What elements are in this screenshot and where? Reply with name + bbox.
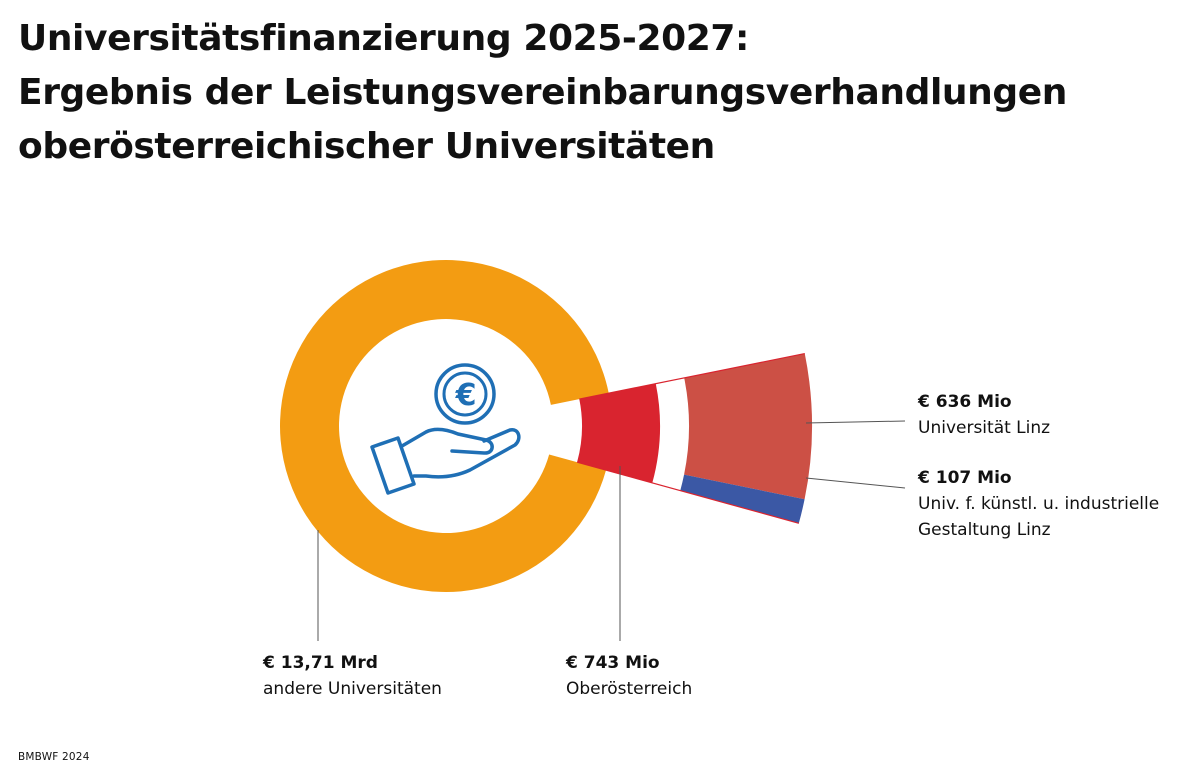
- name-kunstuniversitaet-line-2: Gestaltung Linz: [918, 520, 1051, 540]
- title-line-3: oberösterreichischer Universitäten: [18, 126, 715, 167]
- slice-kunstuniversitaet-linz: [680, 474, 805, 524]
- wedge-edge-top: [579, 352, 805, 400]
- label-universitaet-linz: € 636 Mio Universität Linz: [918, 389, 1050, 441]
- name-andere-universitaeten: andere Universitäten: [263, 679, 442, 699]
- chart-title: Universitätsfinanzierung 2025-2027: Erge…: [18, 12, 1067, 174]
- slice-universitaet-linz: [684, 353, 812, 500]
- value-kunstuniversitaet-linz: € 107 Mio: [918, 468, 1012, 488]
- name-kunstuniversitaet-line-1: Univ. f. künstl. u. industrielle: [918, 494, 1160, 514]
- slice-oberoesterreich: [577, 383, 661, 483]
- source-credit: BMBWF 2024: [18, 751, 90, 763]
- svg-text:€: €: [455, 378, 477, 413]
- slice-andere-universitaeten: [279, 260, 609, 593]
- value-universitaet-linz: € 636 Mio: [918, 392, 1012, 412]
- title-line-2: Ergebnis der Leistungsvereinbarungsverha…: [18, 72, 1067, 113]
- euro-coin-icon: €: [434, 363, 496, 425]
- label-kunstuniversitaet-linz: € 107 Mio Univ. f. künstl. u. industriel…: [918, 465, 1159, 543]
- open-hand-icon: [370, 427, 521, 495]
- value-oberoesterreich: € 743 Mio: [566, 653, 660, 673]
- name-oberoesterreich: Oberösterreich: [566, 679, 693, 699]
- label-oberoesterreich: € 743 Mio Oberösterreich: [566, 650, 692, 702]
- hand-with-euro-coin-icon: €: [370, 363, 521, 495]
- label-andere-universitaeten: € 13,71 Mrd andere Universitäten: [263, 650, 442, 702]
- leader-line-kunstuniversitaet-linz: [805, 477, 906, 489]
- value-andere-universitaeten: € 13,71 Mrd: [263, 653, 378, 673]
- name-universitaet-linz: Universität Linz: [918, 418, 1051, 438]
- leader-line-universitaet-linz: [805, 420, 906, 424]
- wedge-edge-bottom: [576, 461, 799, 524]
- title-line-1: Universitätsfinanzierung 2025-2027:: [18, 18, 750, 59]
